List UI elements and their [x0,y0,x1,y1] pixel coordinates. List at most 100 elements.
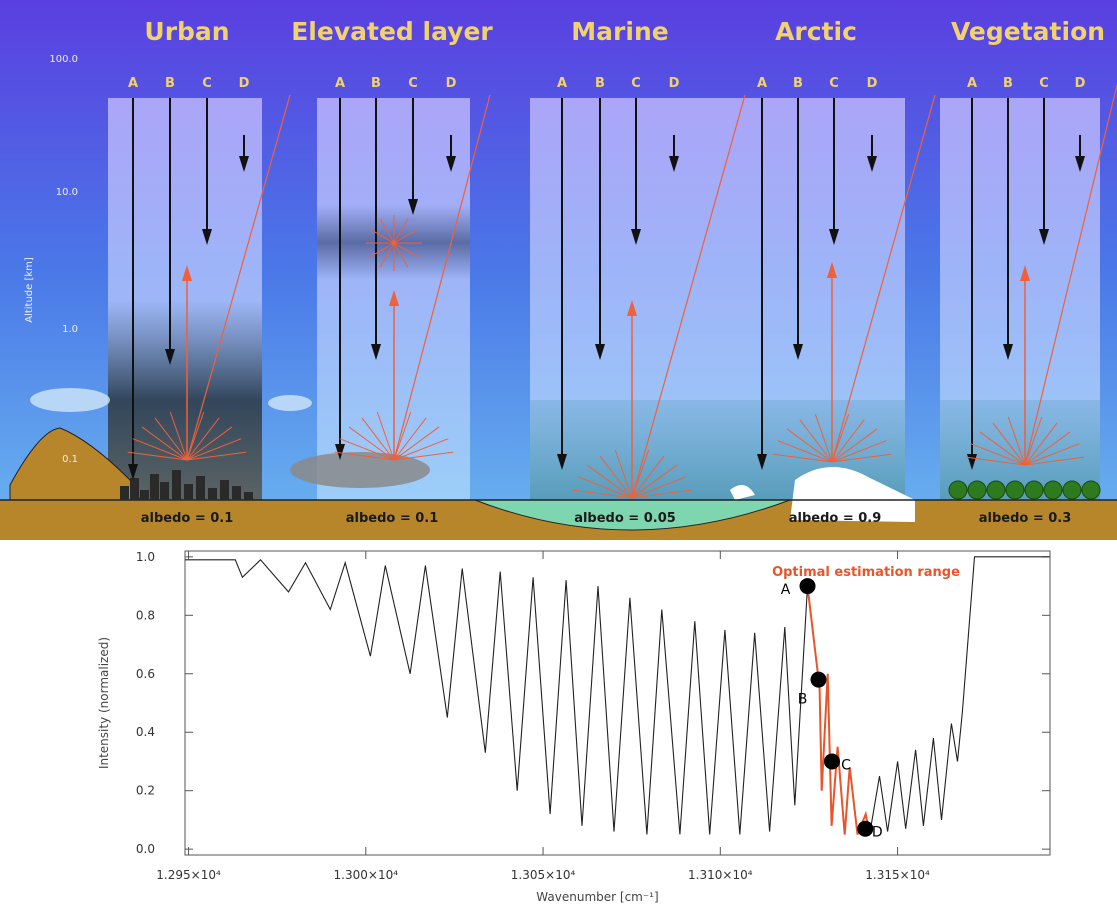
slant-ray [393,94,491,461]
scatter-ray [186,411,205,461]
building [120,486,129,500]
arrow-head [557,454,567,470]
spectrum-line [185,556,1050,835]
ice [790,466,915,522]
scatter-ray [169,411,188,461]
beam-label: B [595,76,605,91]
beam-label: C [631,76,641,91]
tree [1024,480,1044,500]
arrow-head [867,156,877,172]
x-tick-label: 1.305×10⁴ [511,868,576,882]
building [208,488,217,500]
building [130,478,139,500]
albedo-label: albedo = 0.9 [789,511,882,526]
x-tick-label: 1.300×10⁴ [334,868,399,882]
building [150,474,159,500]
y-tick-label: 0.0 [136,842,155,856]
scatter-ray [379,218,395,244]
scatter-ray [631,489,692,499]
beam-label: D [867,76,878,91]
scatter-ray [1024,422,1058,466]
building [232,486,241,500]
scatter-ray [334,451,395,461]
scatter-ray [393,451,454,461]
scatter-ray [979,431,1026,466]
arrow-head [793,344,803,360]
scatter-ray [831,428,878,463]
arrow-head [239,156,249,172]
x-tick-label: 1.315×10⁴ [865,868,930,882]
y-tick-label: 0.2 [136,784,155,798]
scatter-ray [127,451,188,461]
arrow-head [1039,229,1049,245]
scatter-ray [786,428,833,463]
scatter-ray [799,419,833,463]
scatter-ray [586,464,633,499]
scatter-ray [577,476,633,499]
panel-title: Vegetation [951,17,1105,46]
beam-label: D [239,76,250,91]
beam-label: C [1039,76,1049,91]
arrow-head [1003,344,1013,360]
scatter-ray [393,417,427,461]
chart: 1.295×10⁴ 1.300×10⁴ 1.305×10⁴ 1.310×10⁴ 1.31… [97,550,1050,904]
arrow-head [627,300,637,316]
slant-ray [631,94,746,499]
point-label: C [841,757,851,773]
plot-frame [184,550,1051,856]
scatter-ray [614,449,633,499]
arrow-head [389,290,399,306]
beam-label: B [371,76,381,91]
point-label: A [781,582,791,598]
building [140,490,149,500]
altitude-tick-label: 10.0 [56,187,78,198]
scatter-ray [599,455,633,499]
albedo-label: albedo = 0.3 [979,511,1072,526]
arrow-head [371,344,381,360]
altitude-tick-label: 100.0 [49,54,78,65]
beam-label: C [202,76,212,91]
point-label: D [872,825,883,841]
tree [1062,480,1082,500]
scatter-ray [376,411,395,461]
scatter-ray [970,443,1026,466]
arrow-head [669,156,679,172]
beam-label: A [757,76,767,91]
scatter-ray [992,422,1026,466]
y-tick-label: 1.0 [136,550,155,564]
beam-label: B [793,76,803,91]
scatter-ray [369,228,395,244]
point [857,820,874,837]
building [220,480,229,500]
scatter-ray [1007,416,1026,466]
arrow-head [182,265,192,281]
scatter-ray [393,411,412,461]
scatter-ray [393,242,419,258]
scatter-ray [572,489,633,499]
y-axis-label: Intensity (normalized) [97,637,111,769]
arrow-head [1075,156,1085,172]
beam-label: A [335,76,345,91]
building [244,492,253,500]
panel-title: Marine [571,17,668,46]
scatter-ray [393,242,409,268]
scatter-ray [186,451,247,461]
beam-label: D [446,76,457,91]
tree [1043,480,1063,500]
beam-label: A [967,76,977,91]
scatter-ray [831,440,887,463]
scatter-ray [1024,416,1043,466]
arrow-head [128,464,138,480]
scatter-ray [393,426,440,461]
scatter-ray [339,438,395,461]
scatter-ray [393,228,419,244]
ice [730,485,755,500]
altitude-tick-label: 0.1 [62,454,78,465]
sea [474,499,791,531]
tree [1081,480,1101,500]
arrow-head [757,454,767,470]
scatter-ray [132,438,188,461]
scatter-ray [141,426,188,461]
albedo-label: albedo = 0.1 [141,511,234,526]
